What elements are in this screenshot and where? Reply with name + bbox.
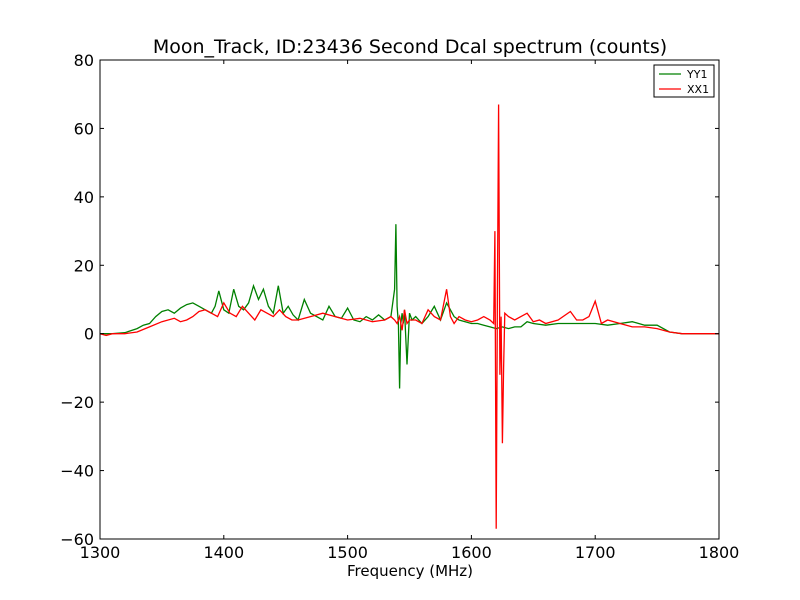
y-tick-label: −20 [60,393,94,412]
series-line-xx1 [99,104,719,529]
y-tick-label: 80 [74,51,94,70]
legend-label-xx1: XX1 [687,83,709,96]
x-tick-label: 1300 [80,543,121,562]
chart-title: Moon_Track, ID:23436 Second Dcal spectru… [153,36,667,58]
x-tick-label: 1500 [327,543,368,562]
x-tick-label: 1800 [699,543,740,562]
x-tick-label: 1700 [575,543,616,562]
x-tick-label: 1400 [203,543,244,562]
plot-area [100,60,719,539]
legend-box [653,64,715,98]
plot-frame [99,59,720,540]
series-layer [99,104,719,529]
y-tick-label: 60 [74,119,94,138]
axes-layer: 1300 1400 1500 1600 1700 1800 −60 −40 −20 0 20 40 60… [60,51,739,562]
x-axis-label: Frequency (MHz) [347,562,473,580]
legend-label-yy1: YY1 [686,68,707,81]
x-tick-label: 1600 [451,543,492,562]
y-tick-label: 40 [74,188,94,207]
y-tick-label: 0 [84,325,94,344]
y-tick-label: −40 [60,462,94,481]
y-tick-label: −60 [60,530,94,549]
y-tick-label: 20 [74,256,94,275]
